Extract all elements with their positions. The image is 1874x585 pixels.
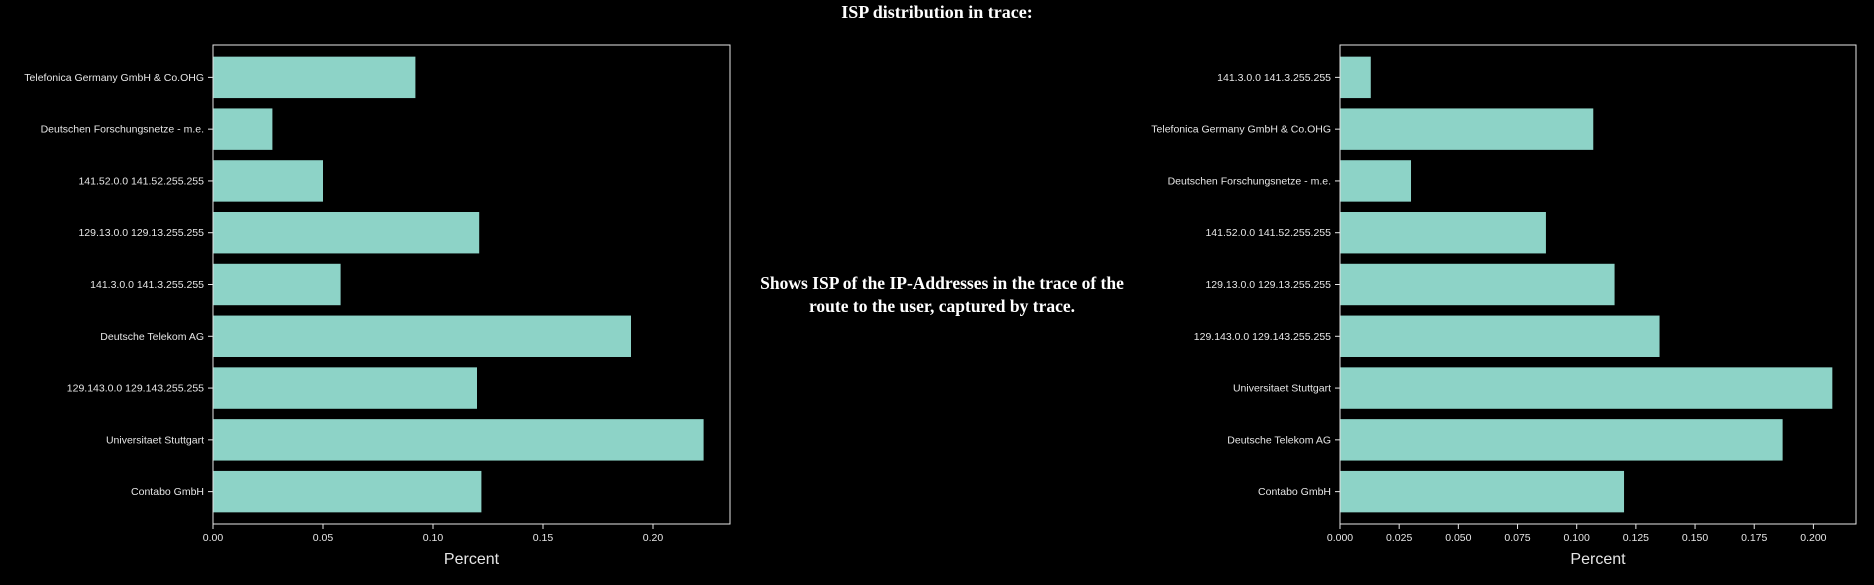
bar-1-1 (1340, 419, 1783, 461)
x-tick-label: 0.125 (1623, 532, 1649, 544)
x-tick-label: 0.150 (1682, 532, 1708, 544)
bar-1-2 (1340, 367, 1833, 409)
x-tick-label: 0.100 (1564, 532, 1590, 544)
y-tick-label: Telefonica Germany GmbH & Co.OHG (24, 72, 204, 84)
x-tick-label: 0.025 (1386, 532, 1412, 544)
bar-0-5 (213, 212, 480, 254)
x-tick-label: 0.20 (643, 532, 664, 544)
x-tick-label: 0.00 (203, 532, 224, 544)
x-tick-label: 0.15 (533, 532, 554, 544)
bar-0-4 (213, 263, 341, 306)
y-tick-label: 129.13.0.0 129.13.255.255 (1205, 279, 1331, 291)
bar-1-3 (1340, 315, 1660, 357)
y-tick-label: Telefonica Germany GmbH & Co.OHG (1151, 124, 1331, 136)
bar-0-8 (213, 56, 416, 99)
y-tick-label: 141.3.0.0 141.3.255.255 (1217, 72, 1331, 84)
y-tick-label: Deutschen Forschungsnetze - m.e. (41, 124, 204, 136)
x-tick-label: 0.000 (1327, 532, 1353, 544)
bar-1-8 (1340, 56, 1371, 99)
bar-1-4 (1340, 263, 1615, 306)
x-tick-label: 0.05 (313, 532, 334, 544)
y-tick-label: Contabo GmbH (131, 486, 204, 498)
bar-0-1 (213, 419, 704, 461)
y-tick-label: 129.143.0.0 129.143.255.255 (67, 383, 204, 395)
x-tick-label: 0.200 (1800, 532, 1826, 544)
y-tick-label: Deutsche Telekom AG (100, 331, 204, 343)
y-tick-label: Universitaet Stuttgart (106, 434, 204, 446)
page-title: ISP distribution in trace: (841, 2, 1033, 22)
bar-1-7 (1340, 108, 1594, 150)
bar-0-2 (213, 367, 477, 409)
bar-0-3 (213, 315, 631, 357)
bar-1-0 (1340, 470, 1625, 513)
y-tick-label: Deutsche Telekom AG (1227, 434, 1331, 446)
y-tick-label: Deutschen Forschungsnetze - m.e. (1168, 175, 1331, 187)
x-tick-label: 0.050 (1445, 532, 1471, 544)
y-tick-label: 141.3.0.0 141.3.255.255 (90, 279, 204, 291)
x-tick-label: 0.10 (423, 532, 444, 544)
plot-frame (212, 44, 731, 525)
y-tick-label: Universitaet Stuttgart (1233, 383, 1331, 395)
y-tick-label: Contabo GmbH (1258, 486, 1331, 498)
x-tick-label: 0.075 (1504, 532, 1530, 544)
x-tick-label: 0.175 (1741, 532, 1767, 544)
y-tick-label: 129.13.0.0 129.13.255.255 (78, 227, 204, 239)
y-tick-label: 141.52.0.0 141.52.255.255 (78, 175, 204, 187)
y-tick-label: 129.143.0.0 129.143.255.255 (1194, 331, 1331, 343)
plot-frame (1339, 44, 1857, 525)
bar-0-0 (213, 470, 482, 513)
chart-description: Shows ISP of the IP-Addresses in the tra… (760, 273, 1124, 316)
x-axis-label: Percent (444, 551, 500, 568)
x-axis-label: Percent (1570, 551, 1626, 568)
bar-1-5 (1340, 212, 1546, 254)
bar-0-6 (213, 160, 323, 202)
bar-0-7 (213, 108, 273, 150)
bar-1-6 (1340, 160, 1412, 202)
y-tick-label: 141.52.0.0 141.52.255.255 (1205, 227, 1331, 239)
